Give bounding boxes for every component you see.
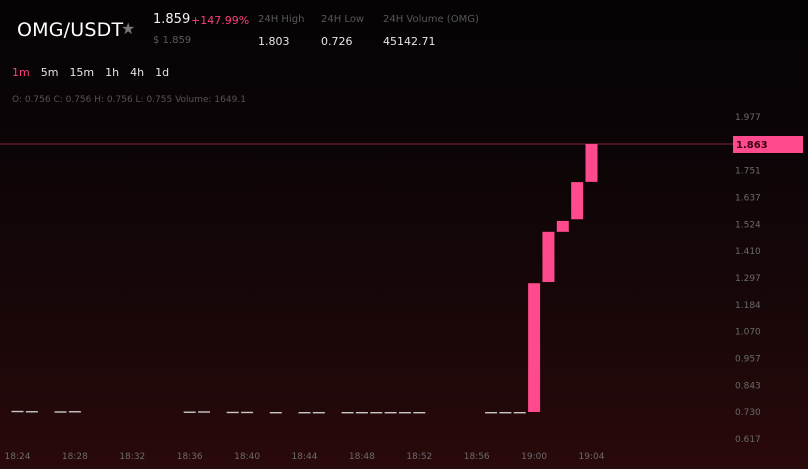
candle: [25, 411, 38, 413]
low-label: 24H Low: [321, 14, 365, 25]
interval-4h[interactable]: 4h: [130, 66, 145, 79]
x-tick-label: 18:56: [464, 452, 490, 462]
candle: [68, 411, 81, 413]
candle: [226, 411, 239, 414]
high-value: 1.803: [258, 35, 290, 48]
x-tick-label: 18:36: [177, 452, 203, 462]
y-tick-label: 1.070: [735, 328, 761, 338]
candle: [269, 412, 282, 414]
candle: [571, 182, 584, 220]
candle: [54, 411, 67, 413]
y-tick-label: 0.957: [735, 355, 761, 365]
low-value: 0.726: [321, 35, 353, 48]
y-tick-label: 1.637: [735, 194, 761, 204]
y-tick-label: 0.617: [735, 435, 761, 445]
high-label: 24H High: [258, 14, 305, 25]
y-tick-label: 1.184: [735, 301, 761, 311]
candle: [312, 412, 325, 414]
candle: [11, 410, 24, 413]
x-tick-label: 18:32: [119, 452, 145, 462]
volume-value: 45142.71: [383, 35, 436, 48]
y-tick-label: 1.297: [735, 274, 761, 284]
x-tick-label: 18:48: [349, 452, 375, 462]
x-tick-label: 18:40: [234, 452, 260, 462]
x-tick-label: 18:52: [406, 452, 432, 462]
candle: [585, 143, 598, 182]
candle: [241, 411, 254, 414]
price-change-percent: +147.99%: [191, 14, 250, 27]
market-header: OMG/USDT ★ 1.859 +147.99% $ 1.859 24H Hi…: [0, 0, 808, 56]
candle: [528, 283, 541, 413]
candlestick-chart[interactable]: 1.9771.8641.7511.6371.5241.4101.2971.184…: [0, 100, 808, 469]
x-tick-label: 19:00: [521, 452, 547, 462]
candle: [413, 412, 426, 414]
candle: [485, 412, 498, 414]
y-tick-label: 0.843: [735, 381, 761, 391]
ohlc-readout: O: 0.756 C: 0.756 H: 0.756 L: 0.755 Volu…: [12, 95, 246, 105]
candle: [298, 412, 311, 414]
y-tick-label: 1.410: [735, 247, 761, 257]
y-tick-label: 1.751: [735, 167, 761, 177]
candle: [355, 412, 368, 414]
candle: [183, 411, 196, 413]
x-tick-label: 18:28: [62, 452, 88, 462]
y-tick-label: 0.730: [735, 408, 761, 418]
candle: [513, 412, 526, 414]
candle: [398, 412, 411, 414]
candle: [499, 412, 512, 414]
interval-selector: 1m 5m 15m 1h 4h 1d: [12, 66, 180, 80]
interval-1h[interactable]: 1h: [105, 66, 120, 79]
trading-pair-title[interactable]: OMG/USDT: [17, 19, 124, 41]
candle: [542, 231, 555, 283]
interval-15m[interactable]: 15m: [69, 66, 95, 79]
usd-price: $ 1.859: [153, 35, 192, 46]
candle: [556, 220, 569, 232]
interval-5m[interactable]: 5m: [40, 66, 59, 79]
candle: [384, 412, 397, 414]
favorite-star-icon[interactable]: ★: [121, 19, 136, 38]
interval-1m[interactable]: 1m: [12, 66, 30, 79]
current-price-tag: [733, 135, 803, 153]
current-price-label: 1.863: [736, 140, 768, 151]
interval-1d[interactable]: 1d: [155, 66, 170, 79]
candle: [370, 412, 383, 414]
last-price: 1.859: [153, 12, 191, 27]
x-tick-label: 18:44: [292, 452, 318, 462]
y-tick-label: 1.977: [735, 113, 761, 123]
candle: [341, 412, 354, 414]
candle: [198, 411, 211, 413]
x-tick-label: 19:04: [579, 452, 605, 462]
y-tick-label: 1.524: [735, 220, 761, 230]
x-tick-label: 18:24: [5, 452, 31, 462]
volume-label: 24H Volume (OMG): [383, 14, 479, 25]
